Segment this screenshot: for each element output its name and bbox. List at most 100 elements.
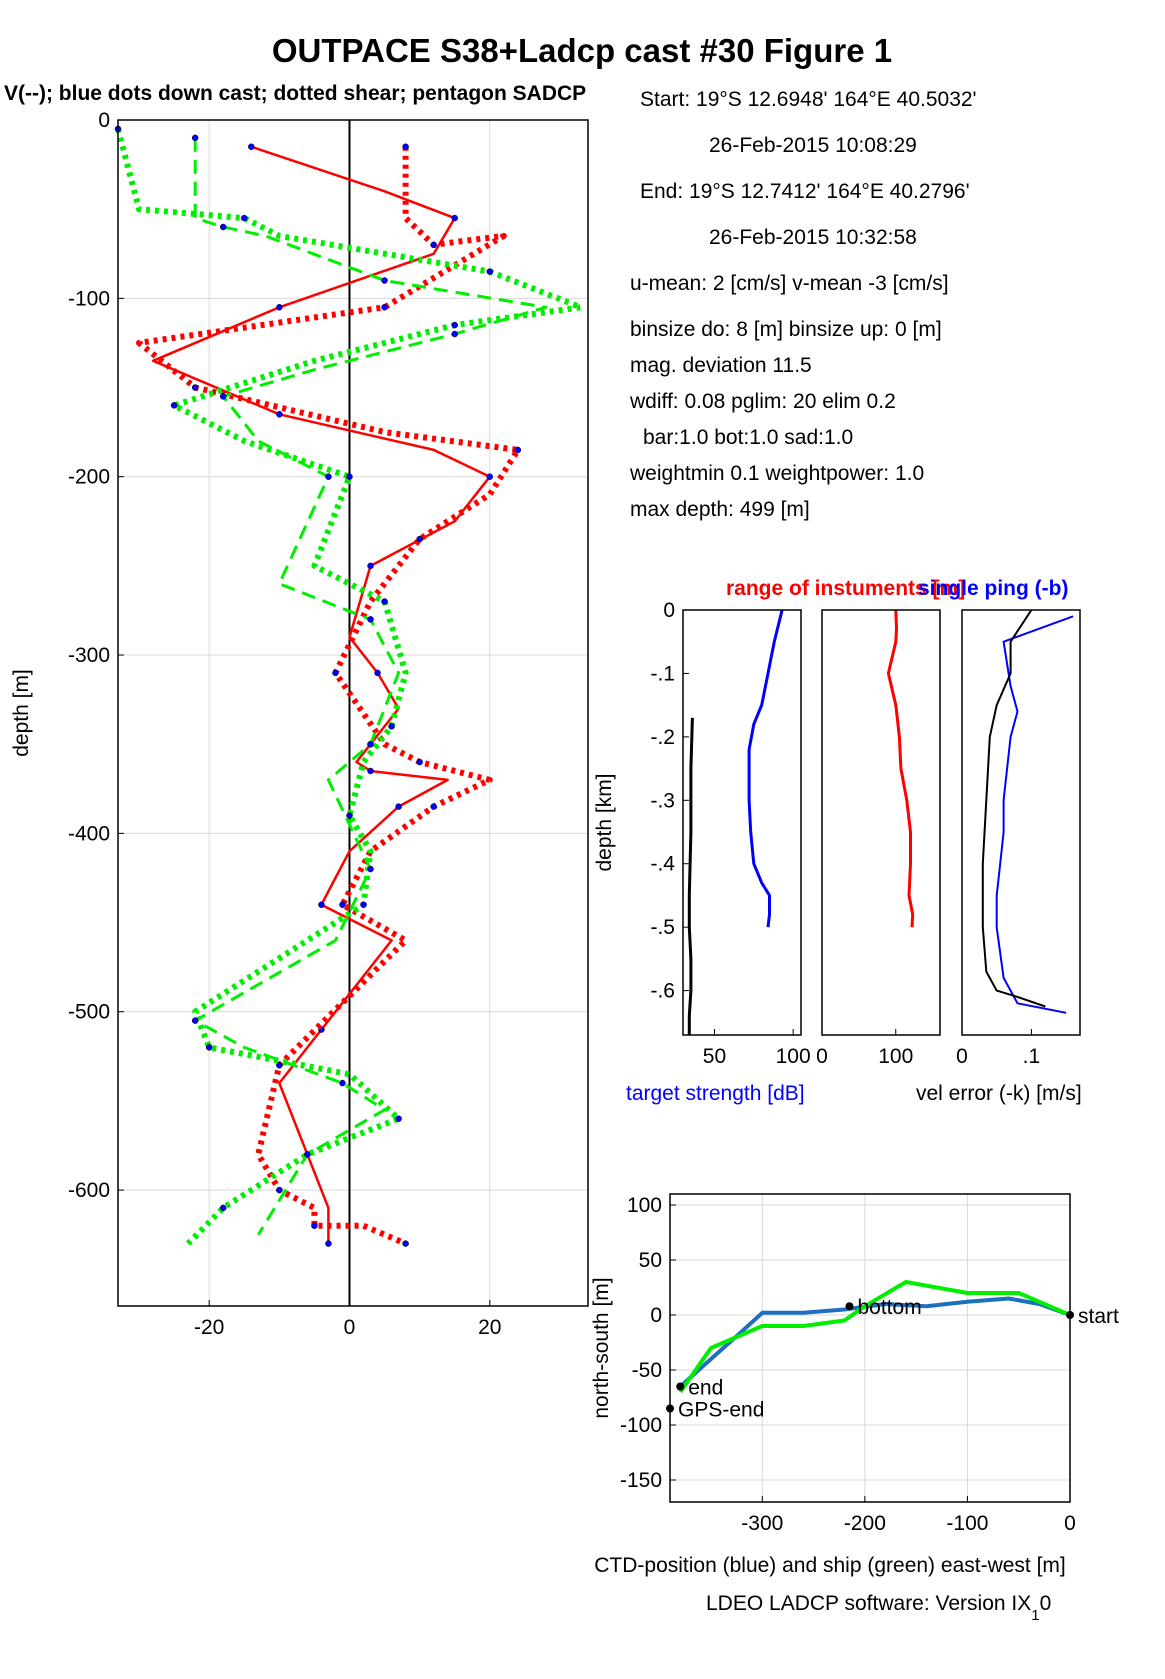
series-point [416,758,423,766]
series-point [276,1186,283,1194]
target-strength-label: target strength [dB] [626,1082,805,1105]
series-point [402,143,409,151]
axes-frame [821,609,941,1036]
info-end-time: 26-Feb-2015 10:32:58 [709,226,917,249]
vel-error-plot: 0.1 [956,609,1081,1068]
y-tick-label: -100 [68,287,110,310]
figure-title: OUTPACE S38+Ladcp cast #30 Figure 1 [272,32,892,69]
info-start-time: 26-Feb-2015 10:08:29 [709,134,917,157]
series-line-black-1 [687,717,694,1035]
series-point [360,901,367,908]
x-tick-label: 0 [816,1045,828,1068]
info-magdev: mag. deviation 11.5 [630,354,812,377]
y-tick-label: -400 [68,822,110,845]
series-point [430,241,437,249]
series-point [367,740,374,748]
x-tick-label: .1 [1023,1045,1041,1068]
series-point [346,473,353,480]
series-point [219,393,227,400]
series-point [219,223,227,231]
range-title: range of instuments [m] [726,577,965,600]
series-line-blue-0 [995,615,1074,1014]
y-tick-label: -200 [68,466,110,489]
x-tick-label: 0 [344,1316,356,1339]
info-start: Start: 19°S 12.6948' 164°E 40.5032' [640,88,977,111]
series-point [395,803,402,810]
series-point [367,616,374,623]
series-line-black-1 [981,609,1046,1008]
series-point [276,1061,283,1069]
ping-title: single ping (-b) [918,577,1068,600]
series-point [191,384,199,391]
track-marker [845,1302,854,1311]
series-point [430,803,437,810]
series-point [339,1079,346,1087]
y-tick-label: -500 [68,1001,110,1024]
track-marker [666,1404,674,1413]
y-tick-label: 100 [627,1194,662,1217]
series-point [388,723,395,730]
series-point [325,1240,332,1247]
series-point [311,1222,318,1229]
series-point [325,473,332,480]
y-tick-label: 0 [650,1304,662,1327]
track-label-bottom: bottom [857,1296,921,1319]
series-point [486,268,494,275]
series-point [514,446,522,454]
series-point [304,1151,311,1158]
info-wdiff: wdiff: 0.08 pglim: 20 elim 0.2 [629,390,896,413]
series-point [416,535,423,543]
axes-frame [961,609,1081,1036]
y-tick-label: -150 [620,1469,662,1492]
track-marker [1066,1311,1074,1319]
y-tick-label: -600 [68,1179,110,1202]
y-tick-label: -100 [620,1414,662,1437]
x-tick-label: -20 [194,1316,224,1339]
vel-error-label: vel error (-k) [m/s] [916,1082,1082,1105]
series-point [332,669,339,677]
series-line-green-1 [678,1280,1071,1394]
x-tick-label: 20 [478,1316,501,1339]
series-point [241,214,248,222]
y-tick-label: -.5 [650,916,675,939]
y-tick-label: -300 [68,644,110,667]
info-mean: u-mean: 2 [cm/s] v-mean -3 [cm/s] [630,272,949,295]
series-point [219,1204,227,1212]
footer-text: LDEO LADCP software: Version IX10 [706,1592,1051,1624]
info-binsize: binsize do: 8 [m] binsize up: 0 [m] [630,318,942,341]
y-tick-label: 50 [639,1249,662,1272]
series-point [339,901,346,908]
x-tick-label: 0 [956,1045,968,1068]
series-point [395,1115,402,1122]
x-tick-label: 100 [776,1045,811,1068]
series-line-green-2 [115,128,584,1246]
y-tick-label: -.3 [650,789,675,812]
y-tick-label: 0 [663,599,675,622]
series-point [381,277,388,284]
info-end: End: 19°S 12.7412' 164°E 40.2796' [640,180,970,203]
axes-frame [117,119,589,1307]
x-axis-label: CTD-position (blue) and ship (green) eas… [594,1554,1066,1577]
series-point [276,411,283,418]
y-axis-label: depth [km] [593,773,616,871]
range-plot: 0 100 [816,609,941,1068]
track-label-end: end [688,1377,723,1400]
target-strength-plot: 50 100 0 -.1 -.2 -.3 -.4 -.5 -.6 depth [km] [593,599,811,1068]
y-axis-label: depth [m] [10,669,33,757]
series-point [381,598,388,605]
track-marker [676,1382,685,1391]
info-bar: bar:1.0 bot:1.0 sad:1.0 [643,426,853,449]
series-point [381,304,388,311]
track-label-start: start [1078,1305,1119,1328]
x-tick-label: -100 [946,1512,988,1535]
series-line-green-3 [193,137,548,1236]
info-weight: weightmin 0.1 weightpower: 1.0 [629,462,924,485]
series-point [346,812,353,819]
series-point [367,865,374,873]
x-tick-label: -300 [741,1512,783,1535]
y-tick-label: -.6 [650,980,675,1003]
series-point [205,1044,213,1051]
x-tick-label: 0 [1064,1512,1076,1535]
